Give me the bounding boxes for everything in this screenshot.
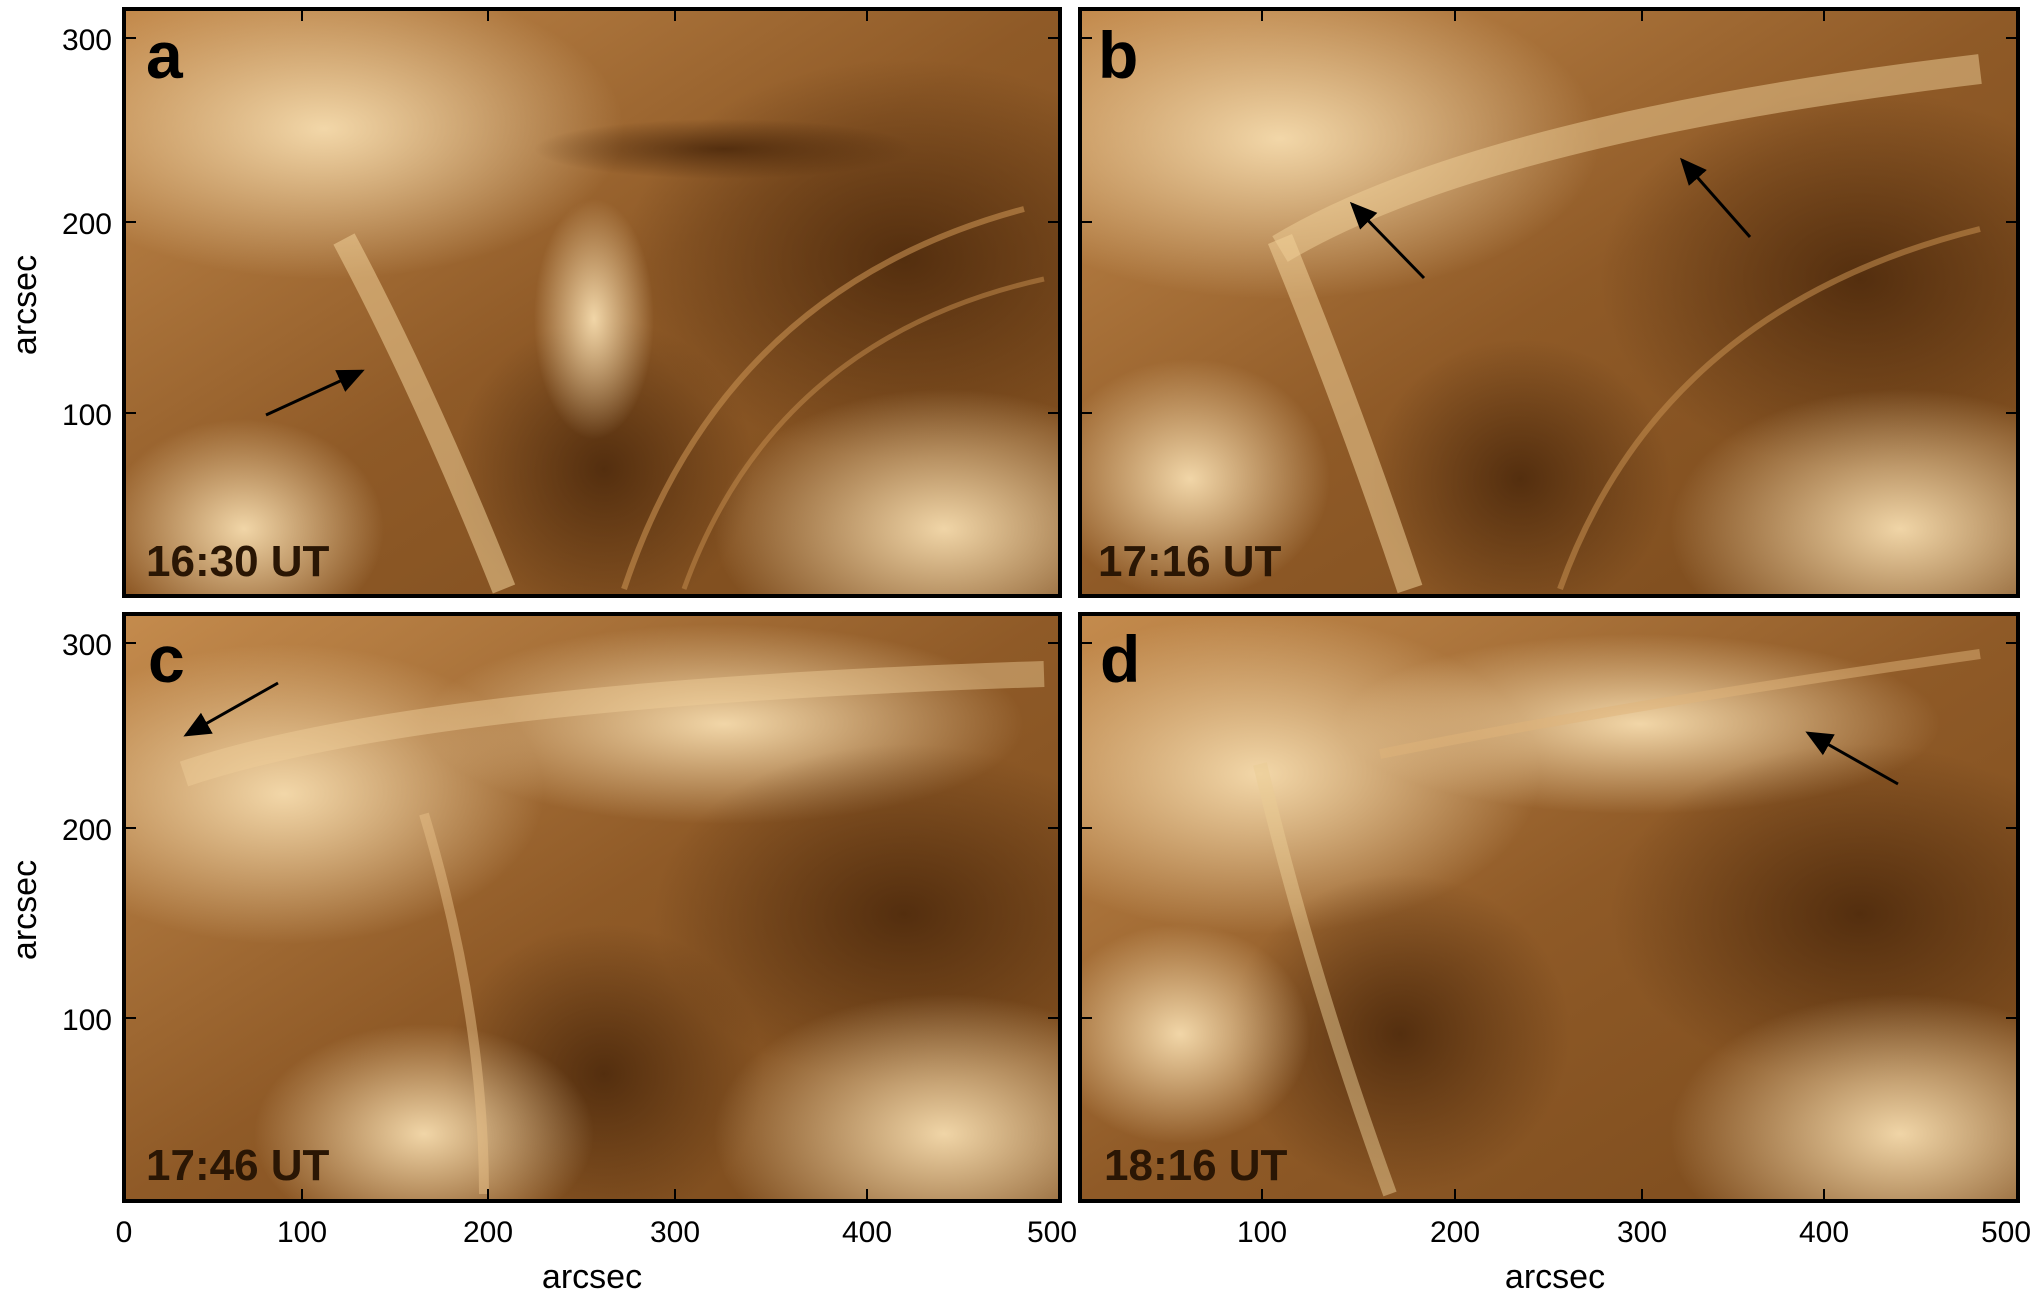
x-tick-label: 200	[463, 1216, 513, 1249]
y-tick-label: 100	[62, 399, 112, 432]
arrow-icon	[265, 369, 365, 417]
panel-d-image	[1080, 614, 2018, 1201]
y-tick-label: 200	[62, 814, 112, 847]
y-axis-title-top: arcsec	[6, 255, 44, 355]
x-axis-title-right: arcsec	[1505, 1258, 1605, 1296]
x-axis-ticks	[301, 9, 1825, 1201]
arrow-icon	[1349, 201, 1426, 280]
panel-c: c 17:46 UT	[122, 612, 1062, 1203]
x-tick-label: 400	[1799, 1216, 1849, 1249]
panel-d-letter: d	[1100, 622, 1140, 696]
panel-b: b 17:16 UT	[1078, 7, 2020, 598]
y-axis-title-bottom: arcsec	[6, 860, 44, 960]
y-tick-label: 200	[62, 208, 112, 241]
x-tick-label: 200	[1430, 1216, 1480, 1249]
x-tick-label: 400	[842, 1216, 892, 1249]
y-tick-label: 100	[62, 1004, 112, 1037]
y-axis-ticks-top	[124, 37, 2018, 414]
panel-c-letter: c	[148, 622, 185, 696]
panel-b-image	[1080, 9, 2018, 596]
x-tick-label: 300	[1617, 1216, 1667, 1249]
x-tick-label: 300	[650, 1216, 700, 1249]
panel-a-letter: a	[146, 18, 184, 92]
x-tick-label: 500	[1981, 1216, 2031, 1249]
arrow-icon	[183, 681, 279, 737]
x-tick-label: 500	[1027, 1216, 1077, 1249]
panel-a: a 16:30 UT	[122, 7, 1062, 598]
panel-b-letter: b	[1098, 18, 1138, 92]
panel-b-time: 17:16 UT	[1098, 537, 1282, 586]
y-tick-label: 300	[62, 24, 112, 57]
arrow-icon	[1680, 157, 1752, 238]
panel-a-time: 16:30 UT	[146, 537, 330, 586]
x-tick-label: 100	[277, 1216, 327, 1249]
panel-a-image	[124, 9, 1060, 596]
x-tick-label: 100	[1237, 1216, 1287, 1249]
panel-c-time: 17:46 UT	[146, 1141, 330, 1190]
panel-c-image	[124, 614, 1060, 1201]
panel-d: d 18:16 UT	[1078, 612, 2020, 1203]
arrow-icon	[1805, 731, 1899, 786]
y-tick-label: 300	[62, 629, 112, 662]
x-axis-title-left: arcsec	[542, 1258, 642, 1296]
x-tick-label: 0	[116, 1216, 133, 1249]
y-axis-ticks-bottom	[124, 642, 2018, 1019]
panel-d-time: 18:16 UT	[1104, 1141, 1288, 1190]
